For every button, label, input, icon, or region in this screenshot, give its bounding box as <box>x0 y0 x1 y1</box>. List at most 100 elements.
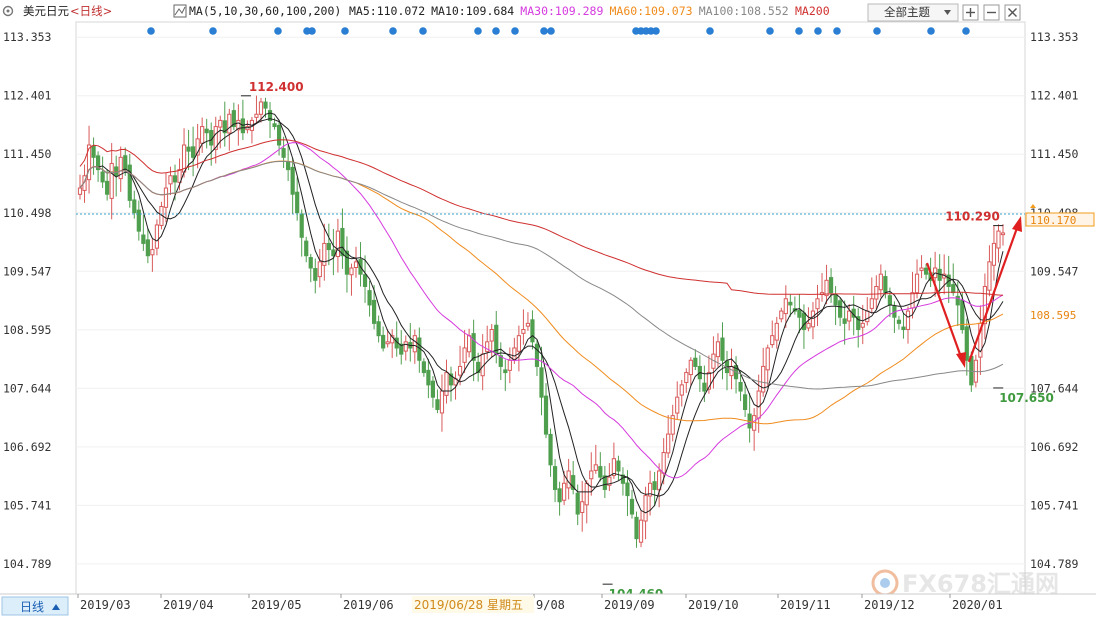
month-label: 2019/04 <box>163 598 214 612</box>
candle-body <box>236 119 241 131</box>
right-tick-label: 113.353 <box>1030 30 1079 44</box>
event-dot[interactable] <box>474 27 482 35</box>
candle-body <box>874 285 879 300</box>
event-dot[interactable] <box>274 27 282 35</box>
event-dot[interactable] <box>492 27 500 35</box>
event-dot[interactable] <box>814 27 822 35</box>
candle-body <box>774 322 779 341</box>
candle-body <box>910 292 915 309</box>
candle-body <box>349 267 354 276</box>
zoom-out-icon[interactable] <box>983 4 1000 21</box>
candle-body <box>629 498 635 515</box>
candle-body <box>869 298 874 309</box>
candle-body <box>905 310 911 330</box>
candle-body <box>426 369 431 386</box>
candle-body <box>955 295 960 306</box>
right-tick-label: 104.789 <box>1030 557 1079 571</box>
candle-body <box>770 335 775 346</box>
candle-body <box>571 475 576 490</box>
watermark: FX678汇通网 <box>871 569 1059 598</box>
event-dot[interactable] <box>547 27 555 35</box>
candle-body <box>543 395 549 435</box>
ma-value-0: MA5:110.072 <box>349 4 425 18</box>
right-marker-text: 108.595 <box>1030 309 1076 322</box>
candle-body <box>589 470 594 480</box>
candle-body <box>652 481 657 490</box>
zoom-in-icon[interactable] <box>962 4 979 21</box>
event-dot[interactable] <box>795 27 803 35</box>
annotation-label: 107.650 <box>999 391 1054 405</box>
candle-body <box>385 341 390 345</box>
candle-body <box>598 466 603 478</box>
left-tick-label: 113.353 <box>3 30 52 44</box>
candle-body <box>643 495 648 522</box>
candle-body <box>412 335 417 353</box>
candle-body <box>444 372 449 396</box>
event-dot[interactable] <box>341 27 349 35</box>
candle-body <box>865 310 870 323</box>
period-button[interactable]: 日线 <box>1 596 69 616</box>
indicator-icon[interactable] <box>173 4 187 18</box>
chart-settings-icon[interactable] <box>2 5 14 17</box>
event-dot[interactable] <box>511 27 519 35</box>
event-dot[interactable] <box>873 27 881 35</box>
period-label[interactable]: <日线> <box>70 4 112 18</box>
close-icon[interactable] <box>1004 4 1021 21</box>
event-dot[interactable] <box>927 27 935 35</box>
last-price-text: 110.170 <box>1030 214 1076 227</box>
event-dot[interactable] <box>389 27 397 35</box>
candle-body <box>593 464 598 471</box>
candle-body <box>485 341 490 352</box>
candle-body <box>788 301 793 306</box>
candle-body <box>462 347 467 363</box>
candle-body <box>923 267 929 275</box>
theme-dropdown[interactable]: 全部主题 <box>867 3 959 22</box>
month-label: 2019/09 <box>604 598 655 612</box>
candle-body <box>471 333 476 361</box>
event-dot[interactable] <box>833 27 841 35</box>
candle-body <box>562 482 567 501</box>
event-dot[interactable] <box>962 27 970 35</box>
candle-body <box>951 284 956 294</box>
month-label: 2019/06 <box>343 598 394 612</box>
month-label: 2019/10 <box>688 598 739 612</box>
candle-body <box>163 187 169 208</box>
candle-body <box>467 335 472 353</box>
candle-body <box>828 277 834 294</box>
candle-body <box>263 101 268 109</box>
event-dot[interactable] <box>147 27 155 35</box>
candle-body <box>353 261 359 269</box>
candle-body <box>430 380 436 398</box>
candle-body <box>77 187 83 195</box>
candle-body <box>308 257 313 269</box>
candle-body <box>557 488 562 503</box>
left-tick-label: 111.450 <box>3 147 52 161</box>
right-tick-label: 105.741 <box>1030 498 1079 512</box>
candle-body <box>896 319 902 324</box>
event-dot[interactable] <box>209 27 217 35</box>
event-dot[interactable] <box>540 27 548 35</box>
candle-body <box>281 148 286 158</box>
event-dot[interactable] <box>652 27 660 35</box>
event-dot[interactable] <box>766 27 774 35</box>
ma-value-2: MA30:109.289 <box>520 4 603 18</box>
candle-body <box>381 334 386 349</box>
candle-body <box>150 249 155 256</box>
watermark-text: FX678汇通网 <box>902 570 1059 598</box>
left-tick-label: 107.644 <box>3 381 52 395</box>
candle-body <box>114 166 119 177</box>
candle-body <box>507 359 512 371</box>
candle-body <box>136 209 141 232</box>
candle-body <box>580 501 585 513</box>
cursor-date: 2019/06/28 星期五 <box>414 598 523 612</box>
trend-arrows <box>925 216 1022 368</box>
event-dots[interactable] <box>147 27 970 35</box>
candle-body <box>919 267 924 271</box>
event-dot[interactable] <box>706 27 714 35</box>
theme-dropdown-label: 全部主题 <box>884 5 930 19</box>
event-dot[interactable] <box>308 27 316 35</box>
candle-body <box>684 372 689 384</box>
candle-body <box>638 519 644 543</box>
event-dot[interactable] <box>419 27 427 35</box>
candle-body <box>856 316 861 331</box>
